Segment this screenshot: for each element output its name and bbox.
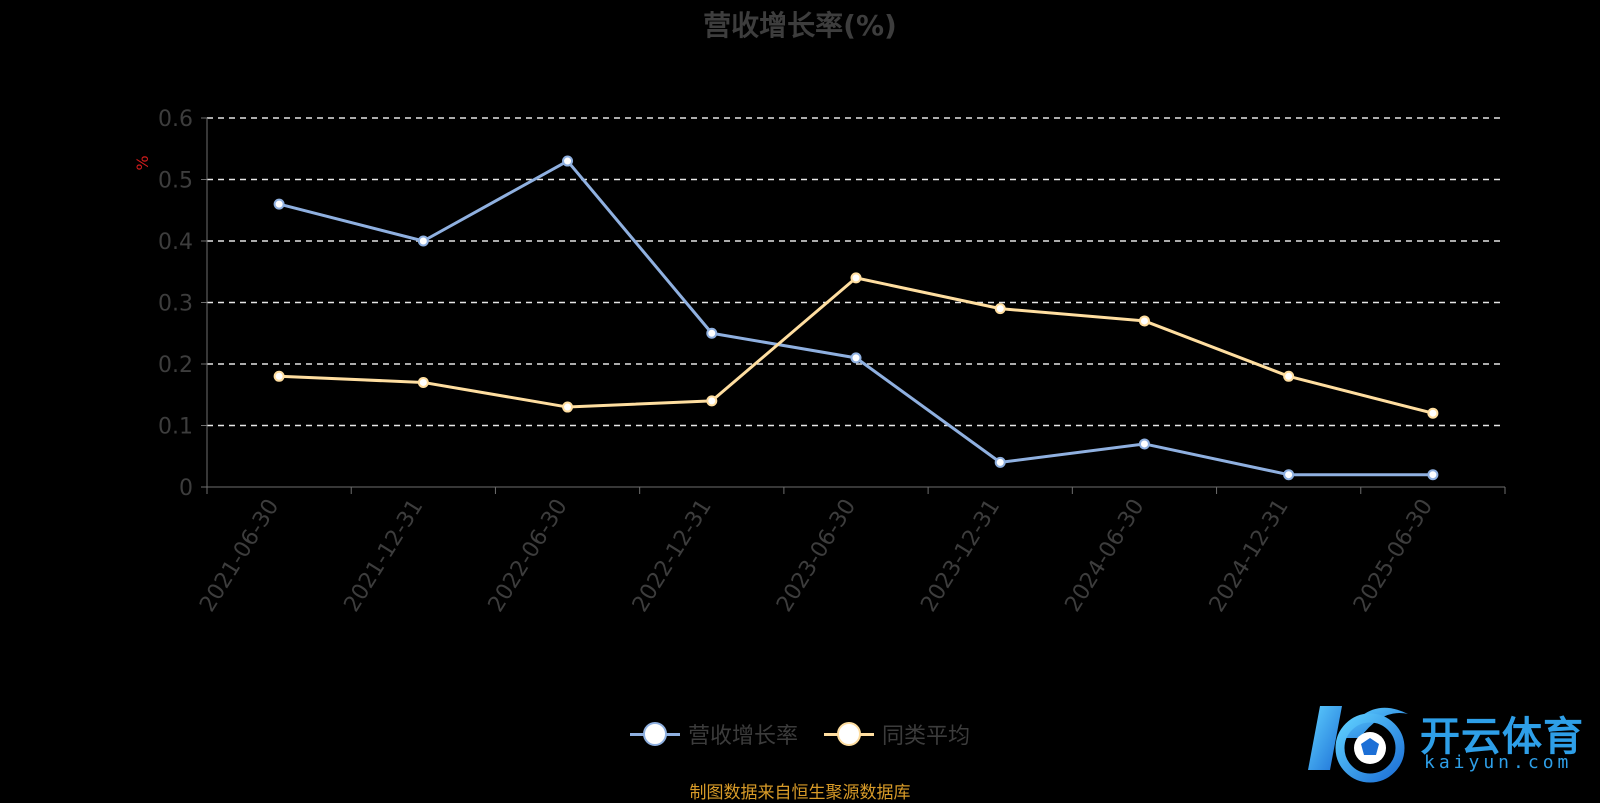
data-point-0-3	[706, 327, 718, 339]
x-tick-label: 2022-12-31	[628, 495, 717, 617]
x-tick-label: 2024-12-31	[1205, 495, 1294, 617]
axes: 0 0.1 0.2 0.3 0.4 0.5 0.6 2021-06-30 2021-12-31 2…	[158, 107, 1506, 617]
data-point-1-4	[850, 272, 862, 284]
watermark-domain: kaiyun.com	[1424, 752, 1573, 773]
x-tick-label: 2023-06-30	[772, 495, 861, 617]
y-tick-label: 0.6	[158, 107, 193, 132]
series-layer	[273, 155, 1439, 481]
x-tick-label: 2021-12-31	[339, 495, 428, 617]
y-tick-label: 0.1	[158, 415, 193, 440]
legend-item-peer-average[interactable]: 同类平均	[824, 718, 970, 750]
data-point-1-8	[1427, 407, 1439, 419]
data-point-0-0	[273, 198, 285, 210]
data-point-1-5	[994, 303, 1006, 315]
data-point-0-8	[1427, 469, 1439, 481]
data-point-1-6	[1138, 315, 1150, 327]
legend-item-revenue-growth[interactable]: 营收增长率	[629, 718, 798, 750]
series-line-0	[278, 159, 1433, 477]
data-point-1-2	[562, 401, 574, 413]
data-point-1-1	[417, 376, 429, 388]
kaiyun-watermark-logo: 开云体育 kaiyun.com	[1308, 698, 1593, 788]
y-tick-label: 0	[179, 476, 193, 501]
data-source-note: 制图数据来自恒生聚源数据库	[689, 783, 911, 803]
series-line-1	[279, 276, 1434, 415]
watermark-brand: 开云体育	[1420, 714, 1584, 760]
x-tick-label: 2025-06-30	[1349, 495, 1438, 617]
data-point-0-6	[1138, 438, 1150, 450]
y-tick-label: 0.2	[158, 353, 193, 378]
legend-label-revenue-growth: 营收增长率	[687, 724, 798, 749]
x-tick-label: 2023-12-31	[916, 495, 1005, 617]
legend-label-peer-average: 同类平均	[882, 724, 971, 749]
grid-lines	[207, 117, 1505, 427]
data-point-0-2	[562, 155, 574, 167]
x-tick-label: 2021-06-30	[195, 495, 284, 617]
data-point-1-7	[1283, 370, 1295, 382]
legend-marker-revenue-growth	[629, 721, 680, 747]
data-point-0-1	[417, 235, 429, 247]
y-tick-label: 0.4	[158, 230, 193, 255]
data-point-0-7	[1283, 469, 1295, 481]
x-tick-label: 2024-06-30	[1061, 495, 1150, 617]
y-tick-label: 0.5	[158, 169, 193, 194]
x-tick-label: 2022-06-30	[484, 495, 573, 617]
data-point-0-5	[994, 456, 1006, 468]
data-point-1-0	[273, 370, 285, 382]
data-point-0-4	[850, 352, 862, 364]
kaiyun-logo-icon	[1308, 706, 1408, 783]
legend: 营收增长率 同类平均	[0, 718, 1600, 750]
y-tick-label: 0.3	[158, 292, 193, 317]
legend-marker-peer-average	[824, 721, 874, 747]
chart-title: 营收增长率(%)	[703, 9, 897, 42]
y-axis-unit-label: %	[133, 155, 152, 170]
data-point-1-3	[706, 395, 718, 407]
